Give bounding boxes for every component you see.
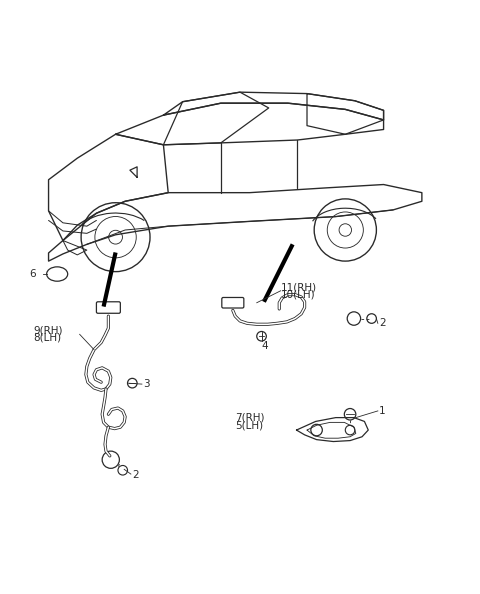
Text: 7(RH): 7(RH) — [235, 413, 264, 422]
Text: 4: 4 — [262, 341, 268, 351]
Text: 9(RH): 9(RH) — [33, 326, 63, 336]
Text: 11(RH): 11(RH) — [281, 282, 317, 292]
Text: 2: 2 — [379, 318, 385, 328]
Text: 6: 6 — [29, 269, 36, 279]
Text: 2: 2 — [132, 470, 139, 480]
Text: 5(LH): 5(LH) — [235, 421, 264, 430]
Text: 3: 3 — [144, 379, 150, 389]
Text: 8(LH): 8(LH) — [33, 333, 61, 343]
Text: 1: 1 — [379, 406, 385, 416]
Text: 10(LH): 10(LH) — [281, 290, 315, 299]
